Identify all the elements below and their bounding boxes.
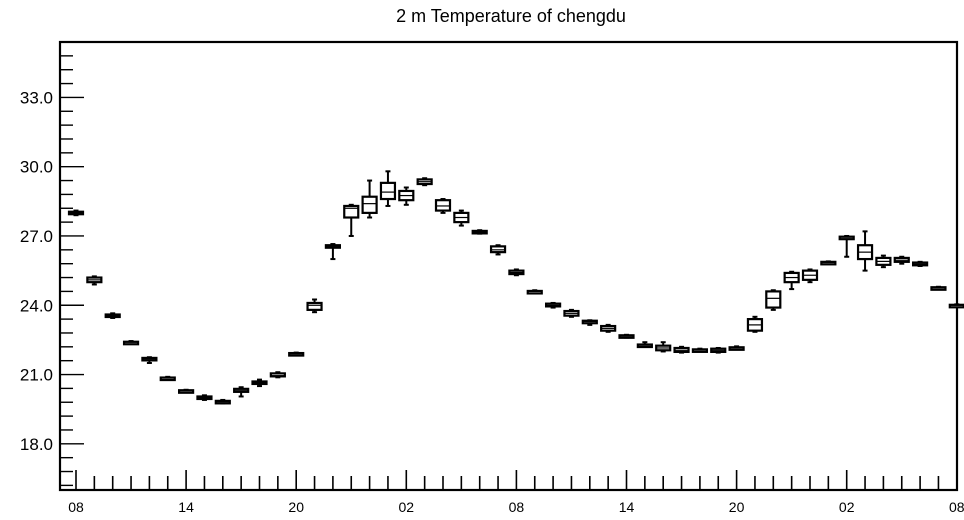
box-item: [655, 341, 672, 353]
box-item: [104, 312, 121, 319]
box-item: [141, 356, 158, 364]
x-tick-label: 02: [839, 499, 855, 515]
box-item: [893, 255, 910, 265]
plot-frame: [58, 40, 959, 492]
box-item: [838, 234, 855, 258]
box-item: [122, 340, 140, 346]
box-item: [600, 323, 617, 333]
box-item: [526, 289, 543, 295]
x-tick-label: 14: [178, 499, 194, 515]
y-tick-label: 27.0: [20, 227, 53, 246]
box-item: [453, 209, 470, 227]
box-item: [728, 345, 745, 351]
y-tick-label: 21.0: [20, 366, 53, 385]
box-item: [288, 351, 305, 357]
x-tick-label: 20: [729, 499, 745, 515]
y-tick-label: 30.0: [20, 158, 53, 177]
x-axis: 08 14 20 02 08 14 20 02 08: [68, 470, 964, 515]
box-item: [251, 378, 268, 388]
box-item: [856, 230, 874, 272]
box-rect: [765, 290, 782, 309]
box-item: [343, 203, 360, 237]
box-item: [159, 375, 176, 382]
box-plot-series: [67, 170, 964, 405]
box-item: [178, 388, 195, 394]
box-rect: [361, 195, 378, 214]
box-rect: [343, 204, 360, 219]
x-tick-label: 08: [68, 499, 84, 515]
box-item: [324, 243, 341, 261]
box-item: [765, 289, 782, 311]
box-item: [746, 315, 764, 333]
box-item: [783, 270, 800, 291]
box-item: [801, 268, 819, 284]
box-item: [434, 198, 452, 214]
box-rect: [306, 301, 323, 311]
box-item: [489, 244, 507, 256]
box-item: [691, 347, 709, 353]
box-item: [306, 298, 323, 314]
y-axis: 18.0 21.0 24.0 27.0 30.0 33.0: [20, 41, 84, 487]
box-item: [398, 186, 415, 206]
box-item: [636, 341, 653, 349]
box-item: [911, 260, 929, 267]
box-item: [379, 170, 397, 207]
box-item: [233, 386, 250, 398]
box-item: [214, 398, 231, 405]
box-item: [673, 345, 690, 354]
box-rect: [269, 372, 286, 378]
box-item: [86, 275, 103, 286]
box-rect: [379, 181, 397, 201]
box-item: [196, 394, 213, 401]
box-item: [820, 260, 837, 266]
y-tick-label: 18.0: [20, 435, 53, 454]
x-tick-label: 08: [949, 499, 964, 515]
box-item: [471, 229, 488, 235]
box-item: [930, 285, 947, 291]
box-item: [67, 209, 85, 217]
x-tick-label: 20: [288, 499, 304, 515]
box-item: [618, 333, 635, 339]
box-item: [581, 319, 598, 326]
y-tick-label: 24.0: [20, 296, 53, 315]
box-item: [544, 301, 562, 309]
box-item: [508, 268, 525, 277]
x-tick-label: 14: [619, 499, 635, 515]
box-item: [710, 346, 727, 354]
x-tick-label: 02: [399, 499, 415, 515]
box-item: [875, 254, 892, 269]
chart-title: 2 m Temperature of chengdu: [396, 6, 626, 26]
box-item: [948, 303, 964, 309]
box-item: [269, 371, 286, 379]
x-tick-label: 08: [509, 499, 525, 515]
box-item: [416, 177, 433, 187]
box-item: [563, 308, 580, 318]
y-tick-label: 33.0: [20, 88, 53, 107]
box-item: [361, 179, 378, 219]
